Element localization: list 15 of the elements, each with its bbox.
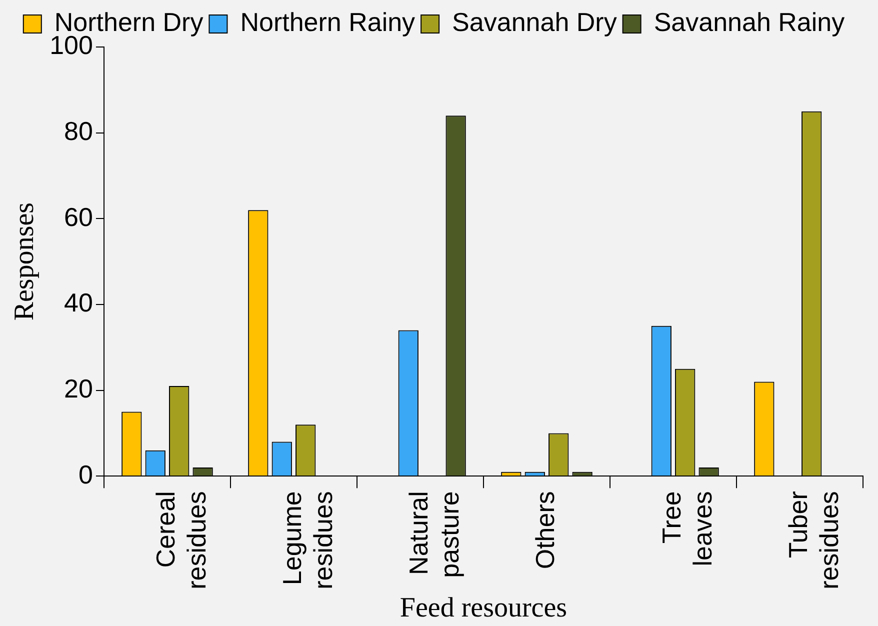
x-tick-label: Others	[530, 491, 560, 570]
y-tick-label: 60	[64, 202, 93, 232]
legend-label: Savannah Dry	[452, 7, 617, 38]
legend-label: Savannah Rainy	[654, 7, 845, 38]
y-tick-label: 100	[50, 30, 93, 60]
y-axis-title: Responses	[9, 202, 40, 321]
y-tick-label: 0	[78, 459, 93, 490]
x-axis-title: Feed resources	[400, 592, 568, 624]
y-tick-label: 80	[64, 116, 93, 146]
x-tick-label: Tree leaves	[656, 491, 718, 566]
x-tick-label: Natural pasture	[403, 491, 465, 578]
x-tick-label: Cereal residues	[150, 491, 212, 590]
y-tick-label: 40	[64, 288, 93, 318]
legend-label: Northern Rainy	[240, 7, 416, 38]
y-tick-label: 20	[64, 373, 93, 404]
